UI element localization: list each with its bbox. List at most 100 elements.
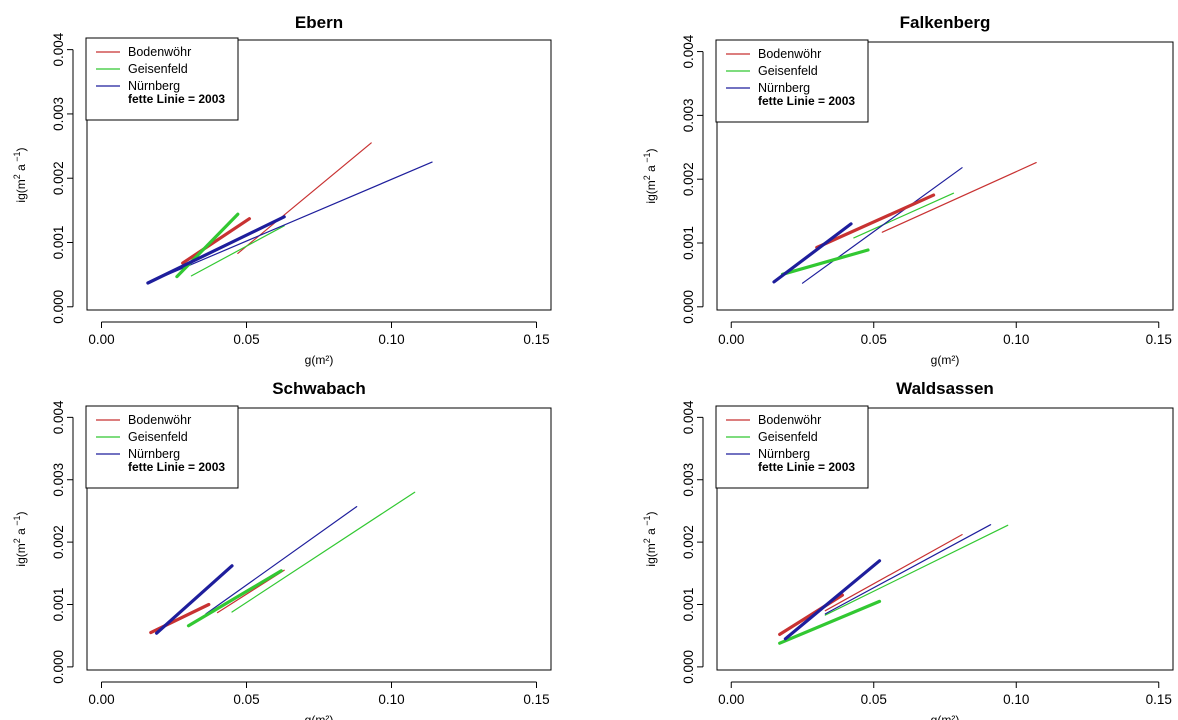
y-tick-label: 0.001 xyxy=(681,588,696,622)
y-axis-label-part: ) xyxy=(14,147,28,151)
legend-label: Bodenwöhr xyxy=(758,413,821,427)
panel-ebern: Ebern 0.00 0.05 0.10 0.15 0.000 0.001 0.002 0.00… xyxy=(12,13,552,367)
y-axis-label: ig(m2 a −1) xyxy=(642,511,658,566)
legend-label: Geisenfeld xyxy=(128,430,188,444)
y-tick-label: 0.002 xyxy=(681,162,696,196)
panel-falkenberg: Falkenberg 0.00 0.05 0.10 0.15 0.000 0.001 0.00… xyxy=(642,13,1174,367)
series-line-nuernberg xyxy=(824,524,992,615)
x-axis-label: g(m²) xyxy=(305,713,334,720)
y-tick-label: 0.003 xyxy=(51,97,66,131)
series-group xyxy=(772,162,1037,284)
y-axis-label-part: ig(m xyxy=(644,180,658,203)
y-tick-label: 0.004 xyxy=(51,400,66,434)
y-axis-label-part: 2 xyxy=(12,538,22,543)
y-axis-label-part: 2 xyxy=(642,538,652,543)
y-tick-label: 0.001 xyxy=(681,226,696,260)
legend-label: Nürnberg xyxy=(758,447,810,461)
y-tick-label: 0.003 xyxy=(681,98,696,132)
legend-label: Nürnberg xyxy=(758,81,810,95)
series-line-geisenfeld xyxy=(824,524,1009,616)
y-axis-label-part: a xyxy=(644,528,658,538)
series-line-geisenfeld-2003 xyxy=(186,569,283,628)
y-axis-label-part: −1 xyxy=(642,515,652,528)
x-tick-label: 0.10 xyxy=(1003,692,1029,707)
legend-label: Geisenfeld xyxy=(758,430,818,444)
y-tick-label: 0.004 xyxy=(681,34,696,68)
x-tick-label: 0.05 xyxy=(233,692,259,707)
x-axis-label: g(m²) xyxy=(931,713,960,720)
y-axis-label-part: ig(m xyxy=(644,543,658,566)
x-tick-label: 0.00 xyxy=(718,332,744,347)
y-axis-label-part: −1 xyxy=(12,151,22,164)
x-axis-label: g(m²) xyxy=(931,353,960,367)
legend-note: fette Linie = 2003 xyxy=(758,460,855,474)
plot-frame xyxy=(716,41,1174,311)
x-tick-label: 0.10 xyxy=(1003,332,1029,347)
panel-schwabach: Schwabach 0.00 0.05 0.10 0.15 0.000 0.001 0.002… xyxy=(12,379,552,720)
y-tick-label: 0.002 xyxy=(51,525,66,559)
legend-note: fette Linie = 2003 xyxy=(758,94,855,108)
legend-label: Bodenwöhr xyxy=(758,47,821,61)
x-tick-label: 0.00 xyxy=(88,692,114,707)
panel-waldsassen: Waldsassen 0.00 0.05 0.10 0.15 0.000 0.001 0.00… xyxy=(642,379,1174,720)
legend-note: fette Linie = 2003 xyxy=(128,460,225,474)
legend-label: Bodenwöhr xyxy=(128,45,191,59)
series-group xyxy=(778,524,1009,645)
legend-label: Nürnberg xyxy=(128,447,180,461)
y-axis-label-part: −1 xyxy=(642,152,652,165)
x-tick-label: 0.05 xyxy=(861,692,887,707)
y-axis-label: ig(m2 a −1) xyxy=(12,511,28,566)
x-axis-label: g(m²) xyxy=(305,353,334,367)
y-tick-label: 0.001 xyxy=(51,226,66,260)
series-line-nuernberg xyxy=(147,161,433,284)
y-axis-label-part: −1 xyxy=(12,515,22,528)
series-line-nuernberg-2003 xyxy=(155,564,234,635)
y-tick-label: 0.003 xyxy=(681,463,696,497)
y-axis-label-part: ) xyxy=(644,148,658,152)
legend-label: Geisenfeld xyxy=(128,62,188,76)
y-tick-label: 0.000 xyxy=(51,650,66,684)
legend-label: Bodenwöhr xyxy=(128,413,191,427)
y-tick-label: 0.002 xyxy=(681,525,696,559)
y-axis-label-part: a xyxy=(14,528,28,538)
series-line-geisenfeld xyxy=(231,491,416,613)
panel-title: Schwabach xyxy=(272,379,366,398)
x-tick-label: 0.05 xyxy=(233,332,259,347)
series-line-nuernberg-2003 xyxy=(783,559,882,641)
plot-frame xyxy=(716,407,1174,671)
x-tick-label: 0.00 xyxy=(88,332,114,347)
y-tick-label: 0.001 xyxy=(51,588,66,622)
y-axis-label: ig(m2 a −1) xyxy=(642,148,658,203)
y-axis-label-part: 2 xyxy=(642,175,652,180)
y-axis-label-part: a xyxy=(14,164,28,174)
legend-label: Nürnberg xyxy=(128,79,180,93)
y-axis-label: ig(m2 a −1) xyxy=(12,147,28,202)
y-axis-label-part: a xyxy=(644,165,658,175)
y-axis-label-part: 2 xyxy=(12,174,22,179)
series-line-bodenwoehr xyxy=(824,533,963,612)
x-tick-label: 0.15 xyxy=(523,692,549,707)
series-line-geisenfeld-2003 xyxy=(175,212,240,279)
y-tick-label: 0.004 xyxy=(51,32,66,66)
y-axis-label-part: ig(m xyxy=(14,179,28,202)
y-tick-label: 0.004 xyxy=(681,400,696,434)
legend-label: Geisenfeld xyxy=(758,64,818,78)
legend-note: fette Linie = 2003 xyxy=(128,92,225,106)
panel-title: Falkenberg xyxy=(900,13,991,32)
legend-box xyxy=(715,39,869,123)
plot-frame xyxy=(86,407,552,671)
series-line-geisenfeld-2003 xyxy=(778,599,882,645)
y-axis-label-part: ) xyxy=(14,511,28,515)
series-line-nuernberg-2003 xyxy=(772,222,853,284)
series-line-nuernberg xyxy=(205,506,358,615)
series-line-bodenwoehr-2003 xyxy=(181,217,251,265)
y-tick-label: 0.003 xyxy=(51,463,66,497)
x-tick-label: 0.15 xyxy=(1146,692,1172,707)
series-line-nuernberg xyxy=(801,167,963,284)
series-group xyxy=(149,491,416,635)
